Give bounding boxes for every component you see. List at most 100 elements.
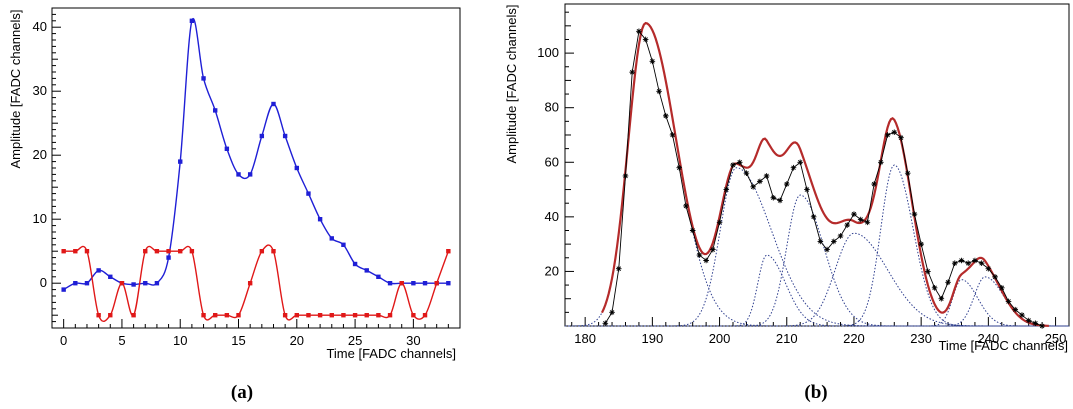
data-point [911, 211, 918, 217]
series-1-point [282, 133, 288, 139]
series-1-point [224, 146, 230, 151]
series-1-point [271, 101, 276, 107]
data-point [857, 216, 864, 223]
data-point [898, 134, 904, 141]
series-2-point [213, 313, 218, 318]
data-point [669, 132, 676, 138]
y-tick-label: 60 [545, 154, 559, 169]
data-point [609, 309, 615, 316]
series-1-point [341, 242, 346, 247]
data-point [972, 257, 978, 264]
series-2-point [387, 313, 393, 318]
y-tick-label: 40 [545, 209, 559, 224]
series-1-point [73, 281, 78, 286]
data-point [663, 113, 669, 119]
series-2-line [63, 244, 449, 322]
y-tick-label: 20 [33, 147, 47, 162]
series-2-point [411, 313, 416, 318]
panel-b-xlabel: Time [FADC channels] [938, 338, 1068, 353]
data-point [770, 194, 777, 201]
series-2-point [364, 313, 369, 318]
panel-a-ylabel: Amplitude [FADC channels] [8, 10, 23, 169]
series-2-point [376, 313, 381, 318]
data-point [716, 219, 723, 226]
data-point [797, 159, 803, 166]
series-1-point [178, 159, 183, 164]
x-tick-label: 190 [642, 331, 664, 346]
series-1-point [84, 281, 90, 286]
series-1-point [166, 255, 171, 260]
series-2-point [119, 281, 125, 286]
y-tick-label: 100 [537, 45, 559, 60]
series-2-point [329, 313, 334, 318]
data-point [884, 132, 891, 138]
data-point [999, 284, 1005, 291]
series-2-point [247, 281, 253, 286]
data-point [958, 257, 965, 264]
panel-b-series [565, 21, 1069, 329]
data-point [837, 233, 844, 239]
panel-b-ylabel: Amplitude [FADC channels] [504, 5, 519, 164]
series-2-point [108, 313, 113, 318]
data-point [891, 129, 898, 136]
series-1-point [306, 191, 311, 196]
y-tick-label: 20 [545, 263, 559, 278]
data-point [790, 164, 797, 171]
x-tick-label: 0 [60, 333, 67, 348]
data-point [730, 162, 736, 168]
x-tick-label: 10 [173, 333, 187, 348]
fit-component-5 [565, 232, 1069, 327]
series-2-point [317, 313, 323, 318]
data-point [649, 58, 656, 65]
data-point [683, 203, 689, 209]
series-1-point [108, 274, 113, 279]
caption-a: (a) [231, 382, 253, 403]
series-1-line [63, 17, 449, 291]
panel-b-x-ticks: 180 190 200 210 220 230 240 250 [571, 317, 1070, 346]
series-1-point [294, 165, 299, 171]
data-point [743, 170, 750, 176]
x-tick-label: 30 [406, 333, 420, 348]
series-2-point [84, 249, 90, 254]
series-1-point [201, 76, 206, 81]
fit-total-line [600, 21, 1049, 327]
data-point [804, 186, 810, 193]
data-point [925, 268, 931, 275]
series-1-point [352, 261, 358, 267]
x-tick-label: 210 [776, 331, 798, 346]
series-1-point [364, 268, 369, 273]
series-1-point [143, 281, 148, 286]
series-2-point [201, 313, 206, 318]
data-point [824, 246, 830, 253]
y-tick-label: 80 [545, 100, 559, 115]
data-point [703, 257, 709, 264]
data-point [763, 173, 770, 179]
data-point [629, 69, 635, 76]
panel-a: Amplitude [FADC channels] Time [FADC cha… [8, 7, 461, 403]
x-tick-label: 5 [118, 333, 125, 348]
series-2-point [306, 313, 311, 318]
series-2-point [422, 313, 428, 318]
series-2-point [236, 313, 241, 318]
series-1-point [236, 172, 241, 177]
data-point [1012, 306, 1019, 313]
data-point [615, 265, 622, 272]
series-2-point [224, 313, 230, 318]
series-1-point [96, 268, 101, 273]
series-2-point [282, 313, 288, 318]
data-point [945, 279, 951, 286]
data-point [636, 28, 642, 35]
series-2-point [154, 249, 160, 254]
series-1-point [329, 236, 334, 241]
data-point [985, 265, 992, 272]
x-tick-label: 180 [574, 331, 596, 346]
fit-component-1 [565, 22, 1069, 327]
series-1-point [189, 18, 195, 23]
x-tick-label: 25 [348, 333, 362, 348]
series-2-point [96, 313, 101, 318]
panel-a-y-ticks: 0 10 20 30 40 [33, 7, 61, 329]
fit-component-6 [565, 164, 1069, 327]
y-tick-label: 30 [33, 83, 47, 98]
data-point [750, 184, 756, 190]
data-point [965, 260, 971, 267]
